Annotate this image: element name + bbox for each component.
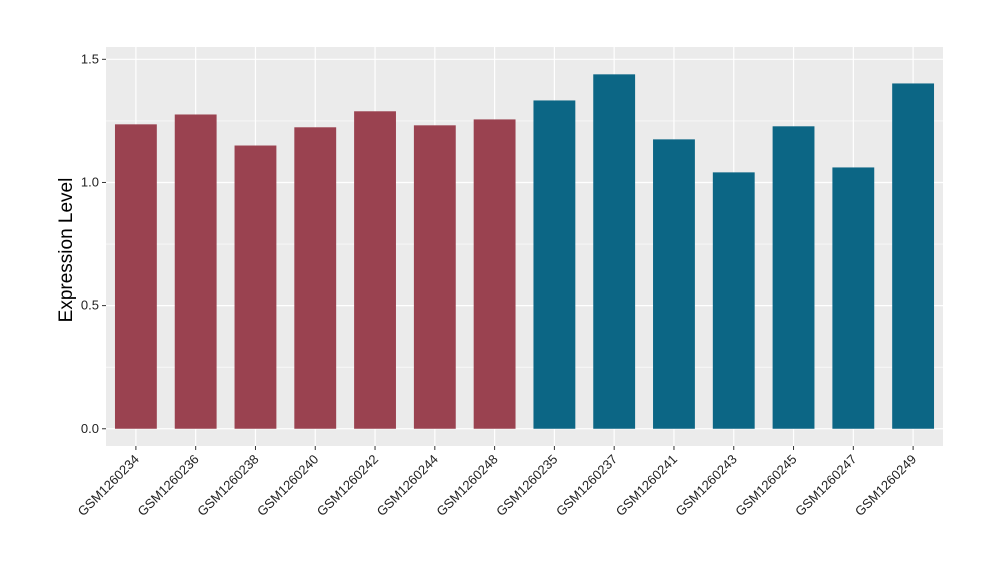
y-tick-label: 1.5 [81, 51, 99, 66]
bars [114, 74, 935, 429]
bar [174, 114, 217, 429]
x-axis: GSM1260234GSM1260236GSM1260238GSM1260240… [75, 446, 919, 519]
x-tick-label: GSM1260241 [613, 452, 680, 519]
bar [234, 145, 277, 429]
bar [533, 100, 576, 429]
x-tick-label: GSM1260245 [732, 452, 799, 519]
bar [413, 125, 456, 429]
bar [832, 167, 875, 429]
x-tick-label: GSM1260237 [553, 452, 620, 519]
bar [114, 124, 157, 429]
bar [892, 83, 935, 429]
bar [772, 126, 815, 429]
x-tick-label: GSM1260249 [852, 452, 919, 519]
bar [473, 119, 516, 429]
bar [354, 111, 396, 429]
x-tick-label: GSM1260248 [433, 452, 500, 519]
y-axis: 0.0 0.5 1.0 1.5 [81, 51, 106, 436]
x-tick-label: GSM1260236 [134, 452, 201, 519]
x-tick-label: GSM1260238 [194, 452, 261, 519]
y-tick-label: 0.5 [81, 298, 99, 313]
x-tick-label: GSM1260240 [254, 452, 321, 519]
x-tick-label: GSM1260247 [792, 452, 859, 519]
x-tick-label: GSM1260234 [75, 452, 142, 519]
bar [712, 172, 755, 429]
bar [294, 127, 337, 429]
x-tick-label: GSM1260242 [314, 452, 381, 519]
x-tick-label: GSM1260244 [374, 452, 441, 519]
y-tick-label: 0.0 [81, 421, 99, 436]
bar [653, 139, 695, 429]
x-tick-label: GSM1260243 [673, 452, 740, 519]
bar [593, 74, 636, 429]
x-tick-label: GSM1260235 [493, 452, 560, 519]
y-axis-label: Expression Level [56, 178, 77, 323]
y-tick-label: 1.0 [81, 174, 99, 189]
plot-panel [106, 47, 943, 446]
